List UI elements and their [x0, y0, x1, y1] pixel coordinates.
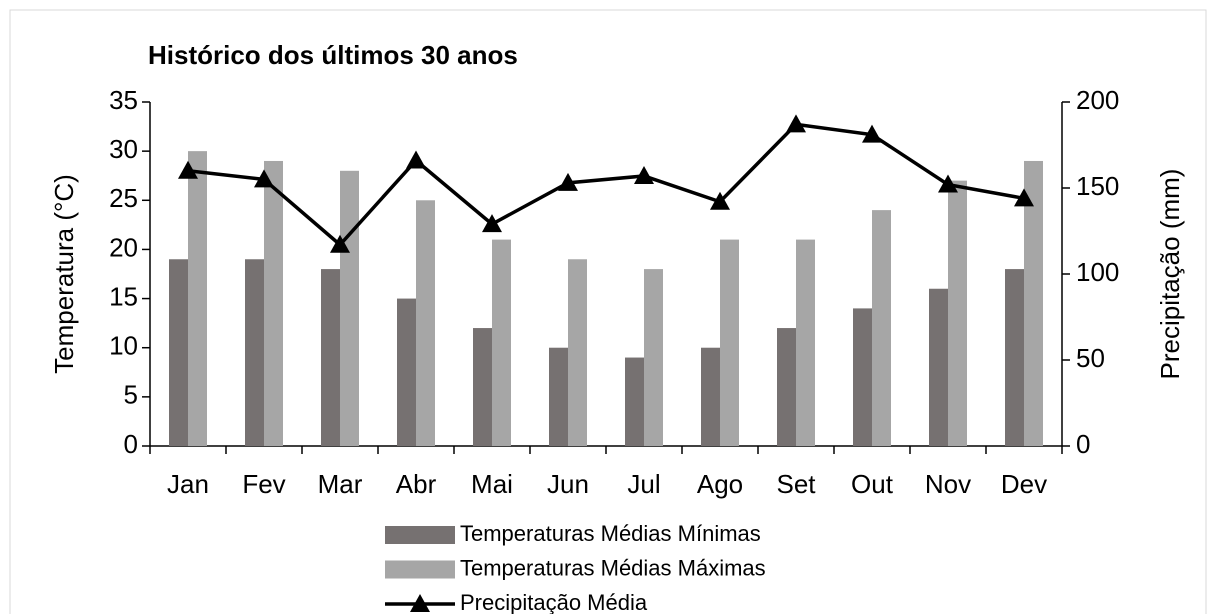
x-tick-label: Mai: [471, 469, 513, 499]
legend-label: Precipitação Média: [460, 590, 648, 614]
y-tick-label: 5: [124, 380, 138, 410]
y2-tick-label: 0: [1076, 429, 1090, 459]
marker: [558, 172, 578, 191]
marker: [482, 214, 502, 233]
x-tick-label: Set: [776, 469, 816, 499]
bar: [853, 308, 872, 446]
bar: [188, 151, 207, 446]
x-tick-label: Out: [851, 469, 894, 499]
x-tick-label: Jun: [547, 469, 589, 499]
y-tick-label: 30: [109, 134, 138, 164]
y2-tick-label: 200: [1076, 85, 1119, 115]
marker: [710, 191, 730, 210]
bar: [929, 288, 948, 446]
x-tick-label: Ago: [697, 469, 743, 499]
bar: [264, 160, 283, 446]
y-tick-label: 10: [109, 331, 138, 361]
x-tick-label: Dev: [1001, 469, 1047, 499]
bar: [777, 328, 796, 446]
bar: [568, 259, 587, 446]
y-axis-label: Temperatura (°C): [49, 174, 79, 374]
bar: [1005, 269, 1024, 446]
bar: [720, 239, 739, 446]
marker: [862, 124, 882, 143]
bar: [948, 180, 967, 446]
x-tick-label: Jan: [167, 469, 209, 499]
bar: [245, 259, 264, 446]
bar: [625, 357, 644, 446]
chart-title: Histórico dos últimos 30 anos: [148, 40, 518, 70]
bar: [321, 269, 340, 446]
y2-tick-label: 150: [1076, 171, 1119, 201]
y2-axis-label: Precipitação (mm): [1155, 169, 1185, 380]
y2-tick-label: 100: [1076, 257, 1119, 287]
y-tick-label: 25: [109, 183, 138, 213]
y-tick-label: 0: [124, 429, 138, 459]
bar: [416, 200, 435, 446]
marker: [330, 234, 350, 253]
bar: [644, 269, 663, 446]
bar: [872, 210, 891, 446]
legend-label: Temperaturas Médias Máximas: [460, 555, 766, 580]
x-tick-label: Jul: [627, 469, 660, 499]
x-tick-label: Abr: [396, 469, 437, 499]
legend-swatch: [385, 560, 455, 579]
legend-label: Temperaturas Médias Mínimas: [460, 521, 761, 546]
y-tick-label: 20: [109, 232, 138, 262]
x-tick-label: Mar: [318, 469, 363, 499]
y-tick-label: 15: [109, 281, 138, 311]
y-tick-label: 35: [109, 85, 138, 115]
bar: [796, 239, 815, 446]
bar: [169, 259, 188, 446]
marker: [938, 174, 958, 193]
line: [187, 122, 1025, 248]
bar: [397, 298, 416, 446]
marker: [406, 150, 426, 169]
marker: [1014, 188, 1034, 207]
bar: [492, 239, 511, 446]
bar: [549, 347, 568, 446]
bar: [473, 328, 492, 446]
y2-tick-label: 50: [1076, 343, 1105, 373]
marker: [786, 114, 806, 133]
legend-swatch: [385, 526, 455, 544]
x-tick-label: Nov: [925, 469, 971, 499]
marker: [178, 160, 198, 179]
marker: [634, 165, 654, 184]
bar: [1024, 160, 1043, 446]
x-tick-label: Fev: [242, 469, 285, 499]
bar: [701, 347, 720, 446]
legend-marker: [410, 594, 430, 612]
marker: [254, 169, 274, 188]
bar: [340, 170, 359, 447]
